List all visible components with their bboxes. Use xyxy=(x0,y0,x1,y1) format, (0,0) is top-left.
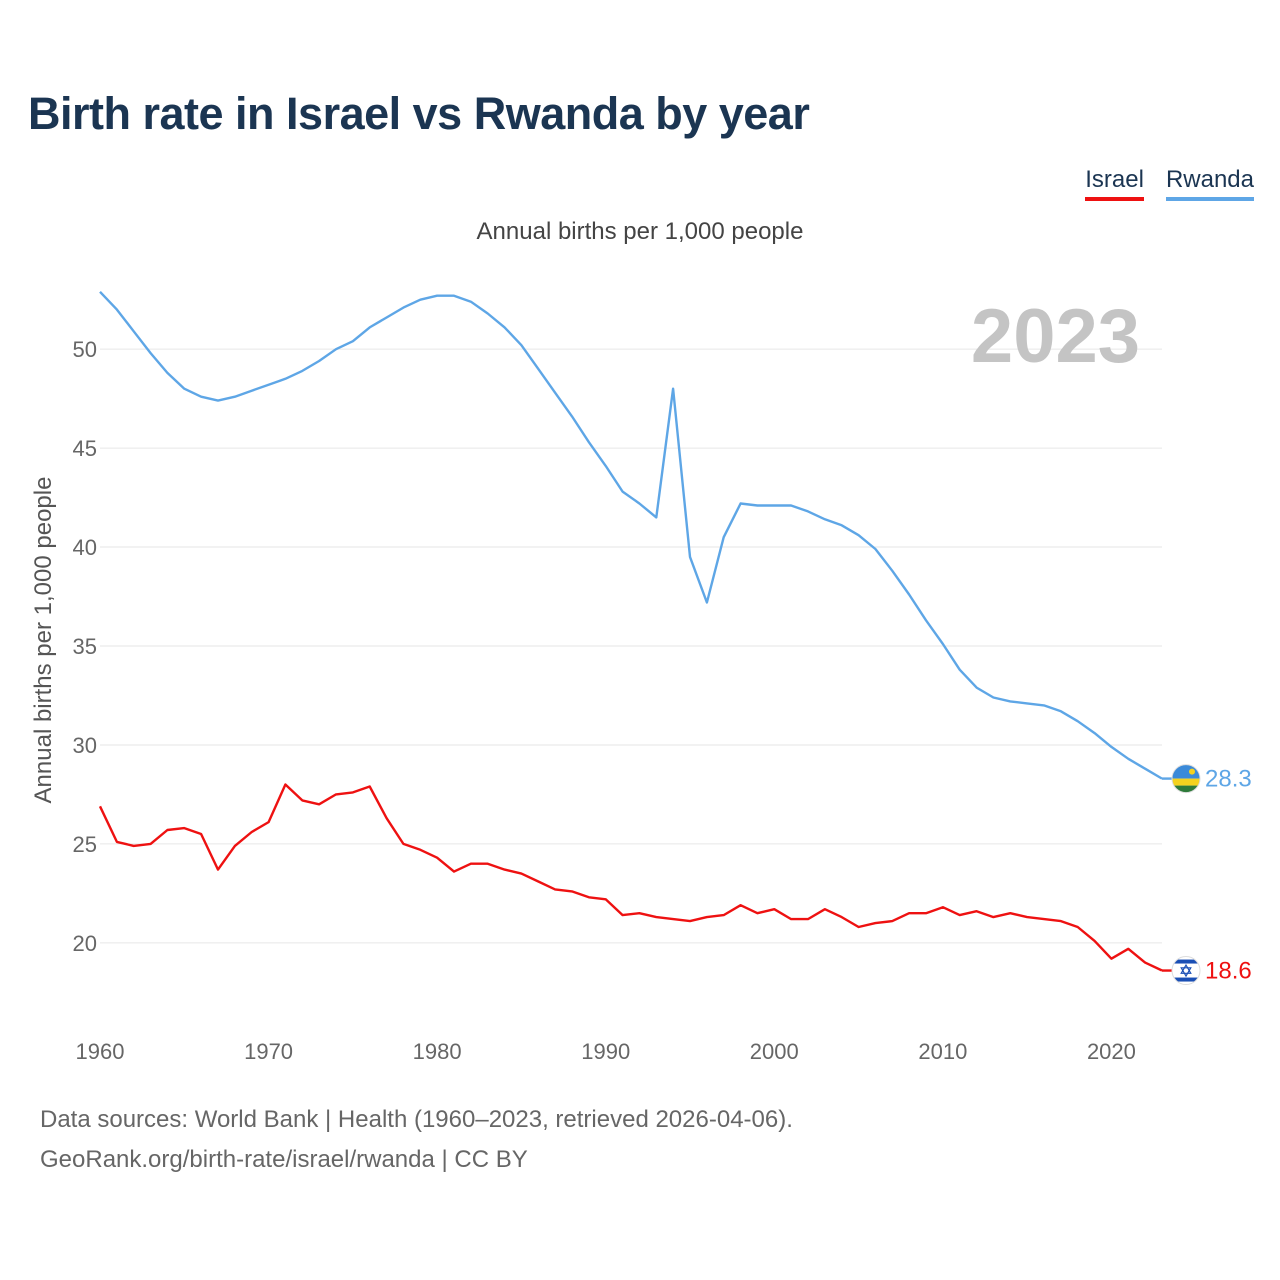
y-tick-label: 25 xyxy=(73,832,97,857)
legend-item-israel[interactable]: Israel xyxy=(1085,166,1144,201)
grid xyxy=(100,348,1162,944)
y-tick-label: 40 xyxy=(73,535,97,560)
chart-subtitle: Annual births per 1,000 people xyxy=(476,218,804,245)
y-tick-label: 35 xyxy=(73,634,97,659)
x-tick-label: 2010 xyxy=(918,1039,967,1064)
end-value-label-israel: 18.6 xyxy=(1205,958,1252,985)
x-tick-label: 1980 xyxy=(413,1039,462,1064)
legend-item-rwanda[interactable]: Rwanda xyxy=(1165,166,1254,201)
x-tick-label: 1970 xyxy=(244,1039,293,1064)
end-markers: 18.6 28.3 xyxy=(1162,764,1252,986)
footer-sources: Data sources: World Bank | Health (1960–… xyxy=(40,1106,793,1133)
x-tick-label: 1990 xyxy=(581,1039,630,1064)
year-watermark: 2023 xyxy=(971,294,1140,379)
chart-title: Birth rate in Israel vs Rwanda by year xyxy=(28,88,810,139)
flag-israel-icon xyxy=(1171,956,1201,986)
legend: Israel Rwanda xyxy=(1085,166,1254,201)
y-tick-label: 20 xyxy=(73,931,97,956)
y-tick-label: 50 xyxy=(73,337,97,362)
y-tick-label: 30 xyxy=(73,733,97,758)
series-line-israel xyxy=(98,783,1163,972)
x-tick-label: 2020 xyxy=(1087,1039,1136,1064)
y-tick-label: 45 xyxy=(73,436,97,461)
y-axis-label: Annual births per 1,000 people xyxy=(30,477,57,804)
flag-rwanda-icon xyxy=(1171,764,1201,794)
series-lines xyxy=(98,290,1163,972)
footer-credit: GeoRank.org/birth-rate/israel/rwanda | C… xyxy=(40,1146,528,1173)
end-value-label-rwanda: 28.3 xyxy=(1205,766,1252,793)
x-axis: 1960 1970 1980 1990 2000 2010 2020 xyxy=(76,1039,1136,1064)
x-tick-label: 2000 xyxy=(750,1039,799,1064)
series-line-rwanda xyxy=(99,290,1163,780)
x-tick-label: 1960 xyxy=(76,1039,125,1064)
y-axis: 20 25 30 35 40 45 50 xyxy=(73,337,97,956)
